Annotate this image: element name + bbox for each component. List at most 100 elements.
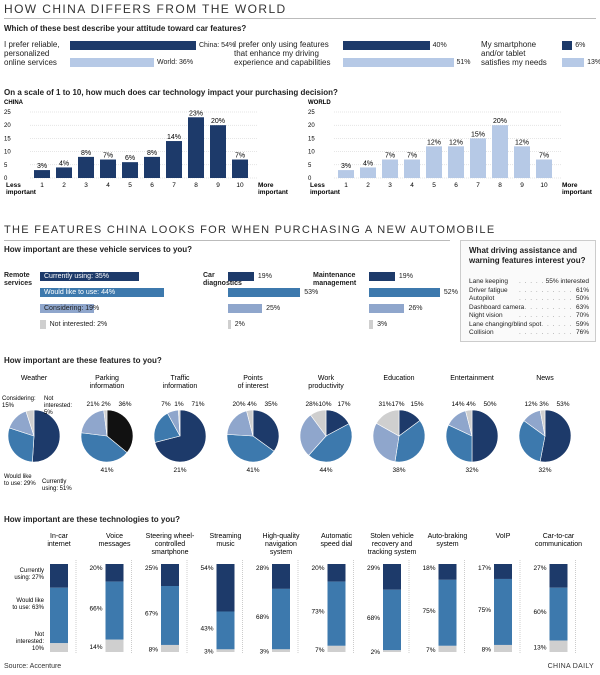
impact-bar — [448, 146, 464, 178]
tech-value-label: 25% — [145, 565, 158, 572]
pie-label: 10% — [318, 401, 331, 408]
pie-label: 17% — [391, 401, 404, 408]
tech-value-label: 8% — [149, 646, 159, 653]
pie-label: 7% — [161, 401, 171, 408]
impact-bar — [360, 167, 376, 178]
tech-value-label: 3% — [260, 649, 270, 656]
impact-value-label: 15% — [471, 131, 485, 138]
attitude-world-label: 13% — [587, 59, 600, 66]
pie-label: 17% — [337, 401, 350, 408]
service-label: 3% — [377, 321, 388, 328]
service-label: 26% — [408, 305, 423, 312]
attitude-world-label: World: 36% — [157, 59, 194, 66]
impact-bar — [382, 159, 398, 178]
pie-label: 3% — [539, 401, 549, 408]
assist-box: What driving assistance and warning feat… — [460, 240, 596, 342]
impact-bar — [210, 125, 226, 178]
impact-bar — [536, 159, 552, 178]
pie-slice — [226, 434, 275, 463]
tech-segment — [216, 649, 235, 652]
impact-xtick: 3 — [84, 182, 88, 189]
tech-segment — [327, 645, 346, 652]
tech-value-label: 20% — [89, 565, 102, 572]
tech-title: Car-to-car — [543, 533, 575, 540]
impact-xtick: 6 — [454, 182, 458, 189]
tech-segment — [161, 644, 179, 652]
pie-title: News — [536, 375, 554, 382]
service-label: 19% — [257, 273, 272, 280]
attitude-label-line: I prefer only using features — [234, 40, 329, 49]
service-label: Would like to use: 44% — [44, 289, 116, 296]
tech-legend-label: to use: 63% — [12, 605, 44, 611]
pie-title: of interest — [238, 383, 269, 390]
impact-panel-title: WORLD — [308, 100, 331, 106]
tech-value-label: 73% — [311, 609, 324, 616]
assist-value: 63% — [573, 303, 589, 312]
impact-xtick: 4 — [106, 182, 110, 189]
tech-title: recovery and — [372, 541, 413, 548]
services-question: How important are these vehicle services… — [4, 245, 193, 254]
impact-xtick: 10 — [540, 182, 548, 189]
pie-slice — [308, 423, 353, 463]
pie-label: 14% — [451, 401, 464, 408]
tech-title: controlled — [155, 541, 185, 548]
attitude-label-line: that enhance my driving — [234, 49, 319, 58]
attitude-question: Which of these best describe your attitu… — [4, 24, 247, 33]
credit: CHINA DAILY — [547, 663, 594, 670]
tech-title: navigation — [265, 541, 297, 548]
pie-slice — [375, 409, 400, 437]
impact-question: On a scale of 1 to 10, how much does car… — [4, 88, 338, 97]
service-label: 52% — [443, 289, 458, 296]
pie-label: 15% — [410, 401, 423, 408]
attitude-china-label: 6% — [575, 42, 586, 49]
section2-title: THE FEATURES CHINA LOOKS FOR WHEN PURCHA… — [4, 224, 496, 236]
assist-value: 59% — [573, 320, 589, 329]
assist-dots: . . . . . . . . . . . — [519, 295, 578, 302]
impact-xtick: 9 — [216, 182, 220, 189]
attitude-world-label: 51% — [456, 59, 471, 66]
tech-question: How important are these technologies to … — [4, 515, 181, 524]
tech-legend-label: interested: — [16, 639, 44, 645]
pie-label: 2% — [101, 401, 111, 408]
impact-bar — [122, 162, 138, 178]
tech-legend-label: Not — [35, 632, 45, 638]
impact-bar — [56, 167, 72, 178]
impact-ytick: 25 — [308, 110, 315, 116]
pie-label: 20% — [232, 401, 245, 408]
tech-title: Automatic — [321, 533, 353, 540]
pie-label: interested: — [44, 403, 72, 409]
impact-value-label: 14% — [167, 134, 181, 141]
pie-title: Entertainment — [450, 375, 494, 382]
impact-xtick: 1 — [40, 182, 44, 189]
attitude-label-line: I prefer reliable, — [4, 40, 60, 49]
pie-label: 50% — [483, 401, 496, 408]
pie-slice — [25, 409, 35, 437]
tech-title: In-car — [50, 533, 69, 540]
impact-xtick: 7 — [172, 182, 176, 189]
impact-bar — [404, 159, 420, 178]
tech-value-label: 7% — [315, 647, 325, 654]
impact-ytick: 10 — [308, 150, 315, 156]
impact-ytick: 20 — [4, 123, 11, 129]
pie-slice — [80, 432, 128, 463]
impact-value-label: 4% — [59, 160, 69, 167]
pie-slice — [465, 409, 473, 437]
tech-value-label: 68% — [367, 615, 380, 622]
pie-label: 32% — [465, 467, 478, 474]
pie-label: Would like — [4, 474, 32, 480]
pie-label: 41% — [100, 467, 113, 474]
impact-xtick: 3 — [388, 182, 392, 189]
tech-segment — [494, 644, 512, 652]
impact-xtick: 5 — [432, 182, 436, 189]
impact-value-label: 7% — [407, 153, 417, 160]
pie-slice — [372, 422, 400, 463]
tech-segment — [383, 564, 401, 590]
pie-label: 32% — [538, 467, 551, 474]
impact-x-left: Less — [310, 182, 325, 189]
impact-ytick: 25 — [4, 110, 11, 116]
tech-title: internet — [47, 541, 70, 548]
pie-label: 53% — [556, 401, 569, 408]
tech-title: tracking system — [368, 549, 417, 556]
impact-charts: CHINA05101520253%14%28%37%46%58%614%723%… — [4, 100, 593, 196]
